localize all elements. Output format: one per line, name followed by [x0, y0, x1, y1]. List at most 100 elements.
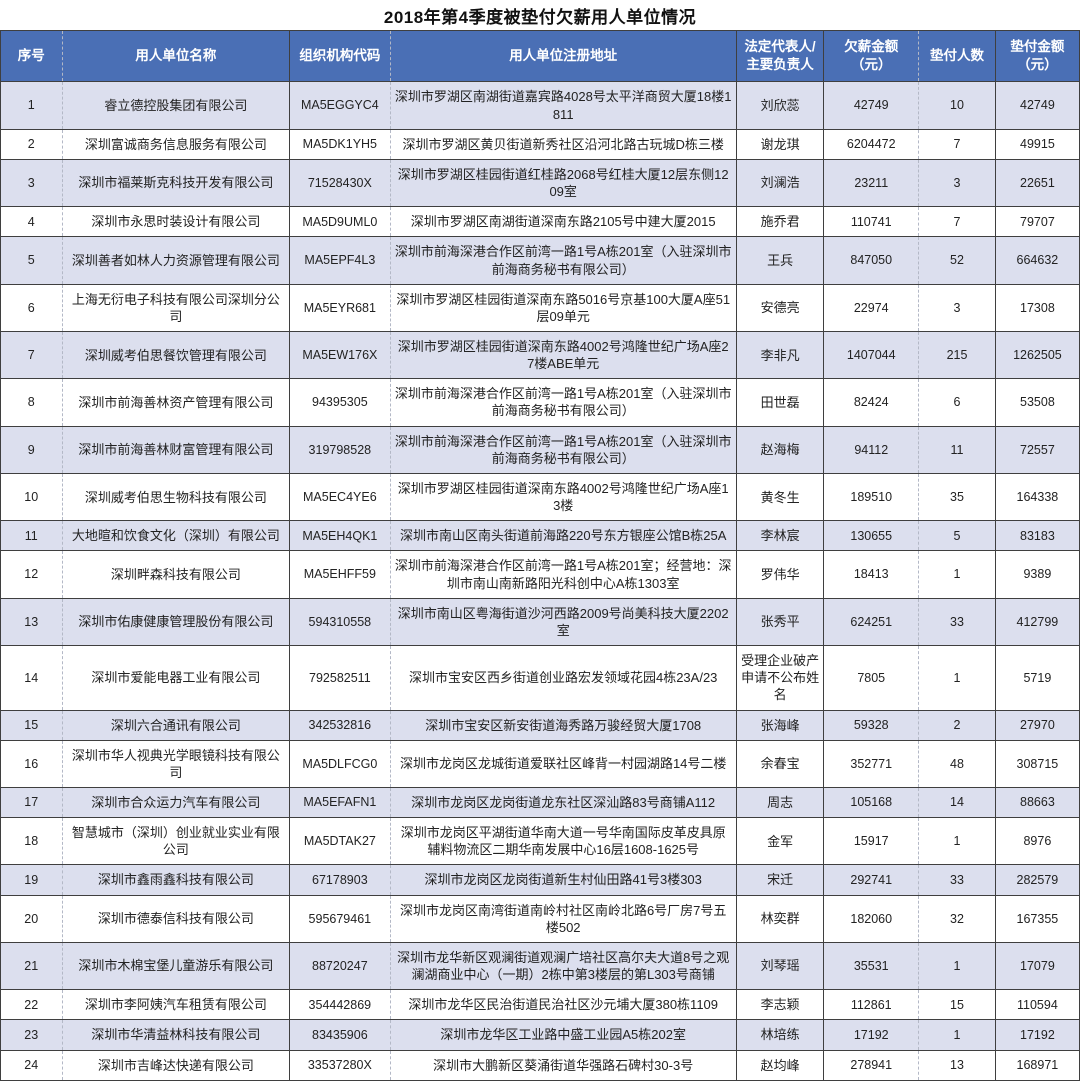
col-header-org-code: 组织机构代码 [289, 30, 391, 83]
cell-serial: 13 [0, 598, 62, 647]
cell-advanced-amount: 42749 [994, 81, 1080, 130]
cell-address: 深圳市龙华新区观澜街道观澜广培社区高尔夫大道8号之观澜湖商业中心（一期）2栋中第… [389, 942, 737, 991]
cell-advanced-amount: 83183 [994, 520, 1080, 552]
cell-advanced-amount: 17079 [994, 942, 1080, 991]
cell-advanced-amount: 17308 [994, 284, 1080, 333]
table-row: 16 深圳市华人视典光学眼镜科技有限公司 MA5DLFCG0 深圳市龙岗区龙城街道爱联… [0, 740, 1080, 788]
table-row: 24 深圳市吉峰达快递有限公司 33537280X 深圳市大鹏新区葵涌街道华强路石碑村… [0, 1050, 1080, 1081]
cell-advanced-count: 15 [918, 989, 996, 1021]
cell-address: 深圳市罗湖区黄贝街道新秀社区沿河北路古玩城D栋三楼 [389, 129, 737, 160]
cell-serial: 18 [0, 817, 62, 866]
cell-address: 深圳市宝安区新安街道海秀路万骏经贸大厦1708 [389, 710, 737, 741]
cell-legal-rep: 李志颖 [735, 989, 824, 1021]
cell-advanced-amount: 664632 [994, 236, 1080, 285]
cell-org-code: 595679461 [289, 895, 391, 943]
wage-arrears-table: 序号 用人单位名称 组织机构代码 用人单位注册地址 法定代表人/ 主要负责人 欠… [0, 30, 1080, 1081]
cell-legal-rep: 受理企业破产申请不公布姓名 [735, 645, 824, 711]
cell-serial: 3 [0, 159, 62, 208]
cell-serial: 1 [0, 81, 62, 130]
cell-org-code: 319798528 [289, 426, 391, 474]
cell-address: 深圳市罗湖区南湖街道深南东路2105号中建大厦2015 [389, 206, 737, 238]
cell-advanced-count: 33 [918, 598, 996, 647]
table-row: 4 深圳市永思时装设计有限公司 MA5D9UML0 深圳市罗湖区南湖街道深南东路210… [0, 206, 1080, 238]
table-row: 2 深圳富诚商务信息服务有限公司 MA5DK1YH5 深圳市罗湖区黄贝街道新秀社区沿河… [0, 129, 1080, 160]
cell-address: 深圳市龙岗区平湖街道华南大道一号华南国际皮革皮具原辅料物流区二期华南发展中心16… [389, 817, 737, 866]
cell-company-name: 大地暄和饮食文化（深圳）有限公司 [61, 520, 290, 552]
cell-address: 深圳市前海深港合作区前湾一路1号A栋201室（入驻深圳市前海商务秘书有限公司） [389, 426, 737, 474]
cell-org-code: MA5DLFCG0 [289, 740, 391, 788]
table-row: 12 深圳畔森科技有限公司 MA5EHFF59 深圳市前海深港合作区前湾一路1号A栋2… [0, 550, 1080, 599]
cell-company-name: 深圳善者如林人力资源管理有限公司 [61, 236, 290, 285]
cell-company-name: 深圳市佑康健康管理股份有限公司 [61, 598, 290, 647]
table-row: 10 深圳威考伯思生物科技有限公司 MA5EC4YE6 深圳市罗湖区桂园街道深南东路4… [0, 473, 1080, 522]
cell-owed-amount: 1407044 [823, 331, 919, 380]
cell-org-code: 67178903 [289, 864, 391, 896]
cell-advanced-count: 33 [918, 864, 996, 896]
col-header-advanced-amount: 垫付金额 （元） [994, 30, 1080, 83]
table-body: 1 睿立德控股集团有限公司 MA5EGGYC4 深圳市罗湖区南湖街道嘉宾路4028号太… [0, 81, 1080, 1081]
col-header-legal-rep: 法定代表人/ 主要负责人 [735, 30, 824, 83]
cell-owed-amount: 6204472 [823, 129, 919, 160]
col-header-serial: 序号 [0, 30, 62, 83]
cell-owed-amount: 189510 [823, 473, 919, 522]
cell-owed-amount: 15917 [823, 817, 919, 866]
table-row: 1 睿立德控股集团有限公司 MA5EGGYC4 深圳市罗湖区南湖街道嘉宾路4028号太… [0, 81, 1080, 130]
cell-advanced-amount: 282579 [994, 864, 1080, 896]
cell-address: 深圳市罗湖区桂园街道深南东路5016号京基100大厦A座51层09单元 [389, 284, 737, 333]
cell-address: 深圳市龙华区民治街道民治社区沙元埔大厦380栋1109 [389, 989, 737, 1021]
cell-advanced-amount: 49915 [994, 129, 1080, 160]
table-row: 20 深圳市德泰信科技有限公司 595679461 深圳市龙岗区南湾街道南岭村社区南岭… [0, 895, 1080, 943]
cell-address: 深圳市南山区粤海街道沙河西路2009号尚美科技大厦2202室 [389, 598, 737, 647]
table-row: 6 上海无衍电子科技有限公司深圳分公司 MA5EYR681 深圳市罗湖区桂园街道深南东… [0, 284, 1080, 333]
cell-advanced-count: 1 [918, 1019, 996, 1051]
cell-company-name: 深圳市永思时装设计有限公司 [61, 206, 290, 238]
cell-owed-amount: 82424 [823, 378, 919, 427]
table-header-row: 序号 用人单位名称 组织机构代码 用人单位注册地址 法定代表人/ 主要负责人 欠… [0, 30, 1080, 83]
cell-owed-amount: 17192 [823, 1019, 919, 1051]
cell-advanced-count: 52 [918, 236, 996, 285]
cell-advanced-count: 1 [918, 817, 996, 866]
cell-advanced-count: 215 [918, 331, 996, 380]
table-row: 15 深圳六合通讯有限公司 342532816 深圳市宝安区新安街道海秀路万骏经贸大厦… [0, 710, 1080, 741]
cell-legal-rep: 刘澜浩 [735, 159, 824, 208]
cell-company-name: 上海无衍电子科技有限公司深圳分公司 [61, 284, 290, 333]
cell-legal-rep: 林奕群 [735, 895, 824, 943]
cell-owed-amount: 112861 [823, 989, 919, 1021]
cell-address: 深圳市龙岗区龙岗街道龙东社区深汕路83号商铺A112 [389, 787, 737, 819]
cell-advanced-count: 48 [918, 740, 996, 788]
table-row: 17 深圳市合众运力汽车有限公司 MA5EFAFN1 深圳市龙岗区龙岗街道龙东社区深汕… [0, 787, 1080, 819]
table-row: 3 深圳市福莱斯克科技开发有限公司 71528430X 深圳市罗湖区桂园街道红桂路20… [0, 159, 1080, 208]
cell-org-code: 354442869 [289, 989, 391, 1021]
cell-legal-rep: 李非凡 [735, 331, 824, 380]
cell-advanced-count: 10 [918, 81, 996, 130]
cell-legal-rep: 张秀平 [735, 598, 824, 647]
cell-legal-rep: 赵均峰 [735, 1050, 824, 1081]
table-row: 22 深圳市李阿姨汽车租赁有限公司 354442869 深圳市龙华区民治街道民治社区沙… [0, 989, 1080, 1021]
table-row: 13 深圳市佑康健康管理股份有限公司 594310558 深圳市南山区粤海街道沙河西路… [0, 598, 1080, 647]
cell-address: 深圳市龙岗区龙岗街道新生村仙田路41号3楼303 [389, 864, 737, 896]
cell-advanced-amount: 5719 [994, 645, 1080, 711]
cell-advanced-amount: 308715 [994, 740, 1080, 788]
cell-advanced-amount: 1262505 [994, 331, 1080, 380]
cell-advanced-count: 1 [918, 942, 996, 991]
cell-owed-amount: 94112 [823, 426, 919, 474]
cell-address: 深圳市大鹏新区葵涌街道华强路石碑村30-3号 [389, 1050, 737, 1081]
cell-address: 深圳市宝安区西乡街道创业路宏发领域花园4栋23A/23 [389, 645, 737, 711]
table-row: 21 深圳市木棉宝堡儿童游乐有限公司 88720247 深圳市龙华新区观澜街道观澜广培… [0, 942, 1080, 991]
cell-serial: 21 [0, 942, 62, 991]
cell-org-code: MA5EHFF59 [289, 550, 391, 599]
cell-advanced-amount: 88663 [994, 787, 1080, 819]
cell-address: 深圳市龙岗区南湾街道南岭村社区南岭北路6号厂房7号五楼502 [389, 895, 737, 943]
cell-advanced-count: 2 [918, 710, 996, 741]
cell-company-name: 深圳市吉峰达快递有限公司 [61, 1050, 290, 1081]
cell-company-name: 深圳市华人视典光学眼镜科技有限公司 [61, 740, 290, 788]
cell-advanced-count: 3 [918, 284, 996, 333]
cell-company-name: 深圳市德泰信科技有限公司 [61, 895, 290, 943]
cell-address: 深圳市前海深港合作区前湾一路1号A栋201室（入驻深圳市前海商务秘书有限公司） [389, 378, 737, 427]
cell-serial: 23 [0, 1019, 62, 1051]
col-header-company-name: 用人单位名称 [61, 30, 290, 83]
cell-legal-rep: 张海峰 [735, 710, 824, 741]
cell-owed-amount: 23211 [823, 159, 919, 208]
cell-company-name: 深圳威考伯思生物科技有限公司 [61, 473, 290, 522]
